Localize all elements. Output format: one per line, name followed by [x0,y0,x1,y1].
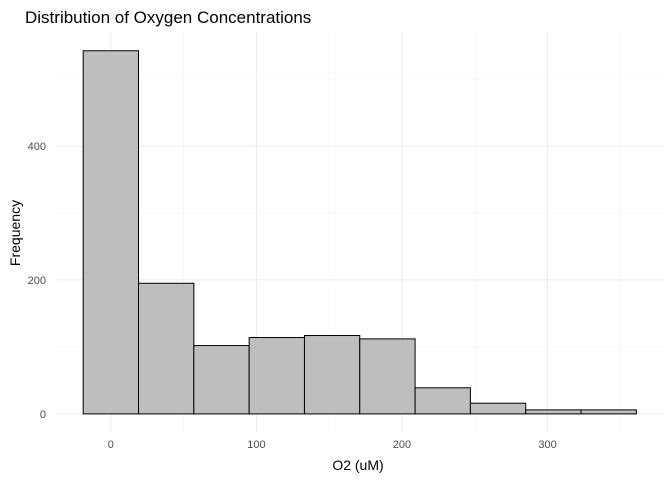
histogram-bar-3 [193,345,250,415]
y-tick-label: 0 [40,409,46,421]
y-axis-label: Frequency [7,200,23,266]
x-tick-label: 0 [108,439,114,451]
chart-title: Distribution of Oxygen Concentrations [25,8,311,27]
x-axis-label: O2 (uM) [332,457,383,473]
histogram-bar-8 [469,402,527,415]
histogram-bar-7 [414,387,471,415]
x-tick-label: 200 [393,439,411,451]
x-tick-label: 100 [247,439,265,451]
histogram-bar-10 [580,409,637,415]
histogram-bars [82,50,637,415]
histogram-bar-5 [303,335,361,415]
x-tick-label: 300 [538,439,556,451]
x-axis-ticks: 0 100 200 300 [108,439,557,451]
histogram-bar-9 [525,409,582,415]
histogram-bar-4 [248,337,305,415]
histogram-bar-1 [82,50,140,415]
y-axis-ticks: 0 200 400 [28,141,46,421]
y-tick-label: 400 [28,141,46,153]
histogram-bar-2 [138,282,195,415]
histogram-bar-6 [359,338,416,415]
y-tick-label: 200 [28,275,46,287]
